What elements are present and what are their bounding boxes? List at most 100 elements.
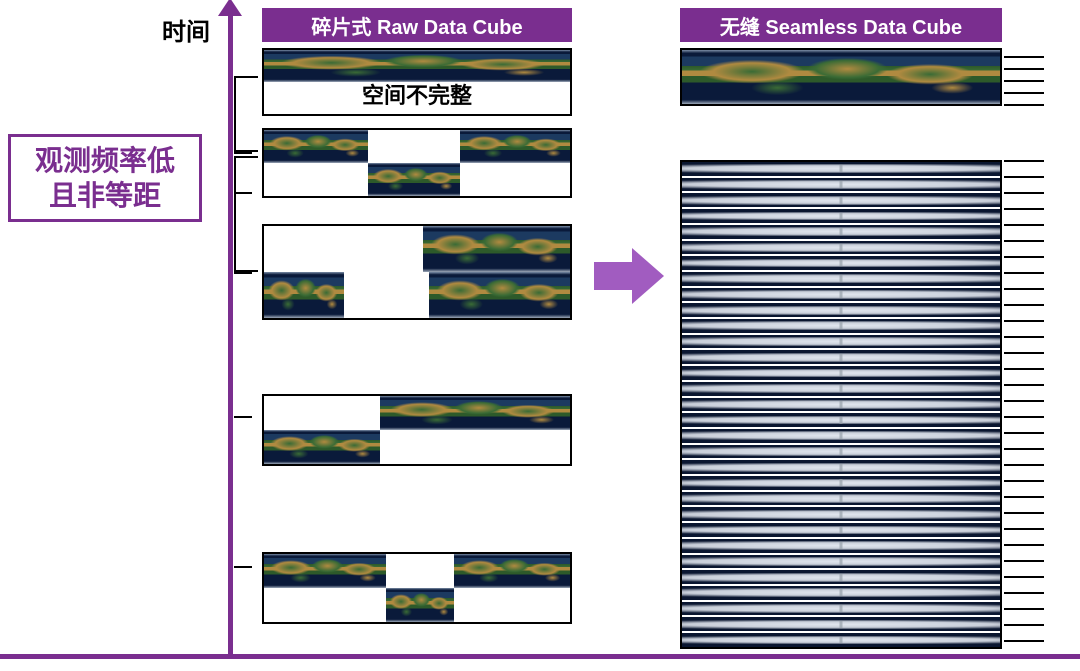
earth-fragment bbox=[264, 272, 344, 318]
right-tick bbox=[1004, 272, 1044, 274]
seamless-strip bbox=[682, 398, 1000, 414]
seamless-time-strips bbox=[680, 160, 1002, 649]
header-seamless-cube: 无缝 Seamless Data Cube bbox=[680, 8, 1002, 42]
right-tick bbox=[1004, 56, 1044, 58]
seamless-strip bbox=[682, 429, 1000, 445]
side-label-line1: 观测频率低 bbox=[15, 143, 195, 178]
right-tick bbox=[1004, 208, 1044, 210]
y-axis-arrowhead-icon bbox=[218, 0, 242, 16]
raw-block bbox=[262, 552, 572, 624]
side-label-line2: 且非等距 bbox=[15, 178, 195, 213]
seamless-strip bbox=[682, 178, 1000, 194]
seamless-strip bbox=[682, 256, 1000, 272]
right-tick bbox=[1004, 416, 1044, 418]
raw-block bbox=[262, 128, 572, 198]
right-tick bbox=[1004, 192, 1044, 194]
seamless-strip bbox=[682, 288, 1000, 304]
left-tick bbox=[234, 76, 252, 78]
blank-fragment bbox=[454, 588, 570, 622]
right-tick bbox=[1004, 544, 1044, 546]
right-tick bbox=[1004, 80, 1044, 82]
seamless-strip bbox=[682, 413, 1000, 429]
right-tick bbox=[1004, 240, 1044, 242]
right-tick bbox=[1004, 68, 1044, 70]
earth-fragment bbox=[460, 130, 570, 163]
y-axis-label: 时间 bbox=[162, 12, 210, 47]
time-bracket-1 bbox=[234, 76, 258, 152]
seamless-strip bbox=[682, 633, 1000, 647]
seamless-strip bbox=[682, 193, 1000, 209]
seamless-strip bbox=[682, 460, 1000, 476]
raw-block bbox=[262, 394, 572, 466]
right-tick bbox=[1004, 576, 1044, 578]
seamless-strip bbox=[682, 366, 1000, 382]
raw-block: 空间不完整 bbox=[262, 48, 572, 116]
seamless-top-world-map bbox=[680, 48, 1002, 106]
right-tick bbox=[1004, 368, 1044, 370]
seamless-strip bbox=[682, 241, 1000, 257]
seamless-data-cube-stack bbox=[680, 48, 1002, 649]
earth-fragment bbox=[264, 554, 386, 588]
blank-fragment bbox=[368, 130, 460, 163]
seamless-strip bbox=[682, 350, 1000, 366]
right-tick bbox=[1004, 104, 1044, 106]
seamless-strip bbox=[682, 319, 1000, 335]
blank-fragment bbox=[380, 430, 570, 464]
right-tick bbox=[1004, 512, 1044, 514]
earth-fragment bbox=[386, 588, 453, 622]
earth-fragment bbox=[264, 430, 380, 464]
blank-fragment bbox=[460, 163, 570, 196]
left-tick bbox=[234, 416, 252, 418]
seamless-strip bbox=[682, 617, 1000, 633]
raw-block bbox=[262, 224, 572, 320]
seamless-strip bbox=[682, 586, 1000, 602]
right-tick bbox=[1004, 288, 1044, 290]
earth-fragment bbox=[423, 226, 570, 272]
blank-fragment bbox=[264, 588, 386, 622]
transform-arrow-icon bbox=[594, 248, 664, 304]
header-raw-cube: 碎片式 Raw Data Cube bbox=[262, 8, 572, 42]
right-tick bbox=[1004, 224, 1044, 226]
right-tick bbox=[1004, 464, 1044, 466]
observation-frequency-label: 观测频率低 且非等距 bbox=[8, 134, 202, 222]
seamless-strip bbox=[682, 555, 1000, 571]
seamless-strip bbox=[682, 539, 1000, 555]
right-tick bbox=[1004, 608, 1044, 610]
seamless-strip bbox=[682, 303, 1000, 319]
right-tick bbox=[1004, 320, 1044, 322]
left-tick bbox=[234, 272, 252, 274]
right-tick bbox=[1004, 496, 1044, 498]
seamless-strip bbox=[682, 382, 1000, 398]
earth-fragment bbox=[264, 130, 368, 163]
right-tick bbox=[1004, 304, 1044, 306]
right-tick bbox=[1004, 592, 1044, 594]
right-tick bbox=[1004, 560, 1044, 562]
right-tick bbox=[1004, 256, 1044, 258]
right-tick bbox=[1004, 176, 1044, 178]
right-tick bbox=[1004, 352, 1044, 354]
left-tick bbox=[234, 152, 252, 154]
y-axis bbox=[228, 10, 233, 656]
right-tick bbox=[1004, 624, 1044, 626]
blank-fragment bbox=[264, 226, 423, 272]
seamless-strip bbox=[682, 476, 1000, 492]
right-tick bbox=[1004, 480, 1044, 482]
right-tick bbox=[1004, 448, 1044, 450]
right-tick bbox=[1004, 432, 1044, 434]
seamless-strip bbox=[682, 225, 1000, 241]
right-tick bbox=[1004, 336, 1044, 338]
right-tick bbox=[1004, 528, 1044, 530]
right-tick bbox=[1004, 92, 1044, 94]
blank-fragment bbox=[386, 554, 453, 588]
raw-data-cube-stack: 空间不完整 bbox=[262, 48, 572, 628]
earth-fragment bbox=[380, 396, 570, 430]
right-tick bbox=[1004, 384, 1044, 386]
seamless-strip bbox=[682, 570, 1000, 586]
time-bracket-2 bbox=[234, 156, 258, 272]
right-tick bbox=[1004, 160, 1044, 162]
blank-fragment bbox=[344, 272, 430, 318]
right-tick bbox=[1004, 640, 1044, 642]
blank-fragment bbox=[264, 163, 368, 196]
earth-fragment bbox=[429, 272, 570, 318]
right-tick bbox=[1004, 400, 1044, 402]
